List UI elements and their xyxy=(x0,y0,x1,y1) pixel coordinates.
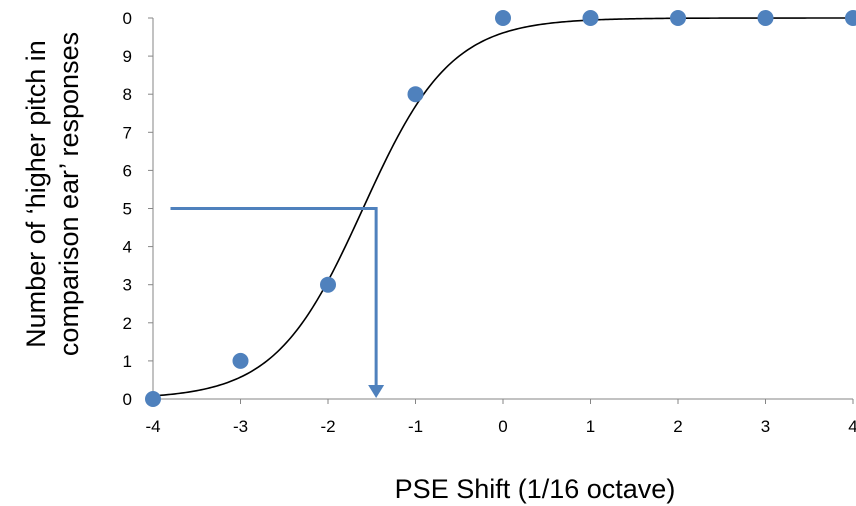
x-tick-label: 2 xyxy=(673,417,682,436)
y-tick-label: 2 xyxy=(123,314,132,333)
threshold-annotation xyxy=(170,207,385,398)
y-tick-label: 4 xyxy=(123,238,132,257)
x-tick-label: -1 xyxy=(408,417,423,436)
data-point xyxy=(757,10,774,26)
y-tick-label: 0 xyxy=(123,9,132,28)
y-tick-label: 0 xyxy=(123,390,132,409)
y-axis-title-line-2: comparison ear’ responses xyxy=(54,32,84,356)
data-point xyxy=(670,10,686,26)
data-point xyxy=(495,10,511,26)
x-tick-label: 1 xyxy=(586,417,595,436)
x-tick-label: -2 xyxy=(320,417,335,436)
y-tick-label: 5 xyxy=(123,200,132,219)
y-axis-title-line-1: Number of ‘higher pitch in xyxy=(21,40,51,348)
x-tick-label: 0 xyxy=(498,417,507,436)
data-points xyxy=(145,10,856,407)
y-axis-title: Number of ‘higher pitch in comparison ea… xyxy=(21,32,84,356)
x-tick-label: -3 xyxy=(233,417,248,436)
y-tick-label: 8 xyxy=(123,85,132,104)
y-tick-label: 1 xyxy=(123,352,132,371)
data-point xyxy=(232,352,249,369)
data-point xyxy=(407,86,424,103)
data-point xyxy=(320,276,336,293)
logistic-fit-curve xyxy=(152,17,853,397)
y-tick-label: 3 xyxy=(123,276,132,295)
x-tick-labels: -4 -3 -2 -1 0 1 2 3 4 xyxy=(145,417,856,436)
data-point xyxy=(845,10,856,26)
axes xyxy=(148,17,854,404)
x-tick-label: -4 xyxy=(145,417,160,436)
y-tick-labels: 0 1 2 3 4 5 6 7 8 9 0 xyxy=(123,9,132,409)
data-point xyxy=(582,10,599,26)
x-tick-label: 4 xyxy=(848,417,856,436)
y-tick-label: 7 xyxy=(123,123,132,142)
x-axis-title: PSE Shift (1/16 octave) xyxy=(395,474,676,504)
threshold-arrowhead xyxy=(368,385,385,398)
y-tick-label: 9 xyxy=(123,47,132,66)
y-tick-label: 6 xyxy=(123,161,132,180)
fit-curve-layer xyxy=(152,17,853,397)
x-tick-label: 3 xyxy=(761,417,770,436)
data-point xyxy=(145,391,161,407)
threshold-arrow-line xyxy=(170,207,378,389)
